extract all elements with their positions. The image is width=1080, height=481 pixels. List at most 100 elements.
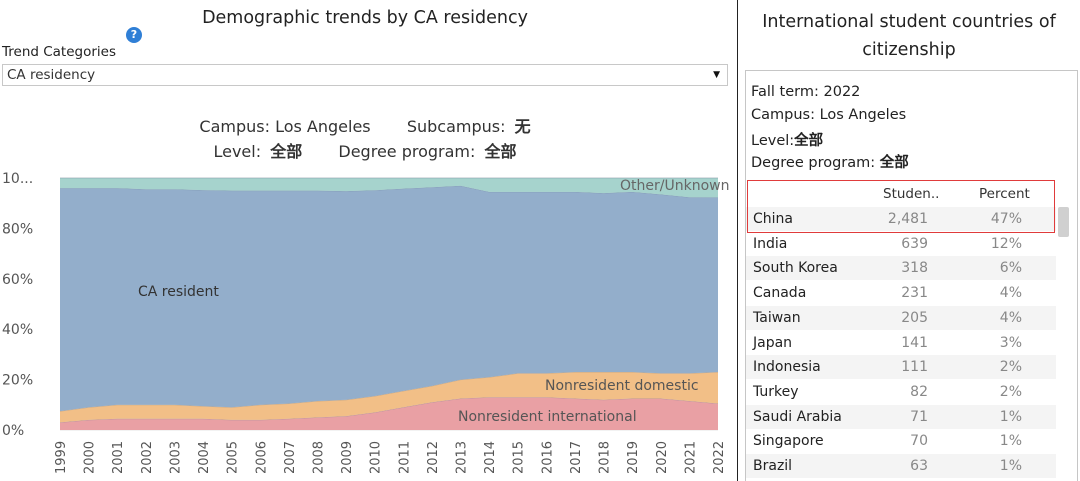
cell-percent: 6% bbox=[999, 260, 1022, 277]
area-nonresident-domestic[interactable] bbox=[60, 372, 718, 423]
x-tick-label: 2017 bbox=[569, 441, 584, 474]
y-tick-label: 10... bbox=[2, 171, 33, 187]
cell-percent: 3% bbox=[999, 334, 1022, 351]
x-tick-label: 2019 bbox=[626, 441, 641, 474]
table-row[interactable]: Japan 141 3% bbox=[746, 331, 1056, 355]
x-tick-label: 2018 bbox=[598, 441, 613, 474]
cell-country: Singapore bbox=[753, 433, 824, 450]
cell-percent: 4% bbox=[999, 309, 1022, 326]
table-row[interactable]: Singapore 70 1% bbox=[746, 429, 1056, 453]
campus-line: Campus: Los Angeles bbox=[751, 107, 906, 123]
x-tick-label: 2014 bbox=[483, 441, 498, 474]
level-line: Level:全部 bbox=[751, 129, 823, 150]
stacked-area-chart[interactable]: 0% 20% 40% 60% 80% 10... 1999 2000 2001 2002 2003 2… bbox=[0, 168, 730, 481]
cell-percent: 1% bbox=[999, 433, 1022, 450]
cell-students: 111 bbox=[901, 359, 928, 376]
cell-percent: 47% bbox=[990, 211, 1022, 227]
x-tick-label: 2003 bbox=[168, 441, 183, 474]
x-tick-label: 2011 bbox=[397, 441, 412, 474]
table-row[interactable]: Saudi Arabia 71 1% bbox=[746, 404, 1056, 429]
x-tick-label: 2001 bbox=[111, 441, 126, 474]
cell-students: 63 bbox=[910, 458, 928, 474]
x-tick-label: 2016 bbox=[540, 441, 555, 474]
y-tick-label: 0% bbox=[2, 423, 24, 439]
cell-percent: 1% bbox=[999, 458, 1022, 474]
campus-value: Los Angeles bbox=[275, 117, 371, 136]
table-row[interactable]: China 2,481 47% bbox=[746, 207, 1056, 231]
level-value: 全部 bbox=[270, 142, 303, 161]
area-nonresident-international[interactable] bbox=[60, 397, 718, 430]
x-tick-label: 2004 bbox=[197, 441, 212, 474]
area-ca-resident[interactable] bbox=[60, 185, 718, 412]
area-label: Other/Unknown bbox=[620, 178, 729, 194]
x-tick-label: 2022 bbox=[712, 441, 727, 474]
cell-percent: 12% bbox=[990, 235, 1022, 252]
cell-country: China bbox=[753, 211, 793, 227]
level-value: 全部 bbox=[794, 133, 824, 149]
countries-panel: International student countries of citiz… bbox=[738, 0, 1080, 481]
x-tick-label: 2005 bbox=[226, 441, 241, 474]
cell-students: 639 bbox=[901, 235, 928, 252]
degree-value: 全部 bbox=[879, 155, 909, 171]
cell-country: Turkey bbox=[753, 383, 799, 400]
area-label: Nonresident international bbox=[458, 409, 637, 425]
table-row[interactable]: Brazil 63 1% bbox=[746, 454, 1056, 478]
cell-country: South Korea bbox=[753, 260, 838, 277]
cell-students: 2,481 bbox=[887, 211, 928, 227]
x-tick-label: 2010 bbox=[369, 441, 384, 474]
fall-term-value: 2022 bbox=[823, 84, 861, 100]
cell-country: Canada bbox=[753, 285, 807, 302]
filter-label: Trend Categories bbox=[2, 44, 117, 60]
area-label: Nonresident domestic bbox=[545, 378, 699, 394]
table-row[interactable]: Indonesia 111 2% bbox=[746, 355, 1056, 380]
y-tick-label: 20% bbox=[2, 373, 33, 389]
x-tick-label: 2009 bbox=[340, 441, 355, 474]
y-tick-label: 40% bbox=[2, 322, 33, 338]
degree-label: Degree program: bbox=[751, 155, 876, 171]
table-row[interactable]: Canada 231 4% bbox=[746, 281, 1056, 305]
x-tick-label: 1999 bbox=[54, 441, 69, 474]
degree-value: 全部 bbox=[484, 142, 517, 161]
dropdown-arrow-icon[interactable]: ▼ bbox=[713, 70, 720, 80]
x-tick-label: 2012 bbox=[426, 441, 441, 474]
degree-label: Degree program: bbox=[338, 142, 476, 161]
column-header-students[interactable]: Studen.. bbox=[883, 186, 940, 202]
x-tick-label: 2013 bbox=[455, 441, 470, 474]
x-tick-label: 2000 bbox=[83, 441, 98, 474]
table-row[interactable]: Taiwan 205 4% bbox=[746, 305, 1056, 330]
cell-country: Japan bbox=[753, 334, 793, 351]
countries-title: International student countries of citiz… bbox=[762, 12, 1056, 60]
trend-category-dropdown[interactable]: CA residency ▼ bbox=[2, 64, 728, 86]
table-row[interactable]: India 639 12% bbox=[746, 232, 1056, 256]
cell-percent: 4% bbox=[999, 285, 1022, 302]
cell-country: Saudi Arabia bbox=[753, 408, 842, 425]
table-header: Studen.. Percent bbox=[746, 179, 1056, 207]
table-scrollbar[interactable] bbox=[1058, 207, 1069, 237]
context-line-1: Campus: Los Angeles Subcampus: 无 bbox=[0, 113, 730, 137]
table-row[interactable]: Turkey 82 2% bbox=[746, 380, 1056, 404]
help-icon[interactable]: ? bbox=[126, 27, 142, 43]
x-tick-label: 2006 bbox=[254, 441, 269, 474]
cell-percent: 2% bbox=[999, 359, 1022, 376]
campus-label: Campus: bbox=[751, 107, 815, 123]
campus-label: Campus: bbox=[199, 117, 270, 136]
cell-students: 318 bbox=[901, 260, 928, 277]
cell-students: 141 bbox=[901, 334, 928, 351]
panel-divider bbox=[737, 0, 738, 481]
table-row[interactable]: South Korea 318 6% bbox=[746, 256, 1056, 281]
cell-percent: 1% bbox=[999, 408, 1022, 425]
column-header-percent[interactable]: Percent bbox=[979, 186, 1030, 202]
x-tick-label: 2015 bbox=[512, 441, 527, 474]
x-tick-label: 2008 bbox=[311, 441, 326, 474]
area-other-unknown[interactable] bbox=[60, 178, 718, 198]
degree-line: Degree program: 全部 bbox=[751, 151, 909, 172]
cell-percent: 2% bbox=[999, 383, 1022, 400]
subcampus-label: Subcampus: bbox=[406, 117, 506, 136]
x-tick-label: 2021 bbox=[683, 441, 698, 474]
cell-country: India bbox=[753, 235, 788, 252]
cell-country: Brazil bbox=[753, 458, 793, 474]
cell-students: 231 bbox=[901, 285, 928, 302]
fall-term-label: Fall term: bbox=[751, 84, 819, 100]
area-label: CA resident bbox=[138, 284, 219, 300]
cell-students: 70 bbox=[910, 433, 928, 450]
